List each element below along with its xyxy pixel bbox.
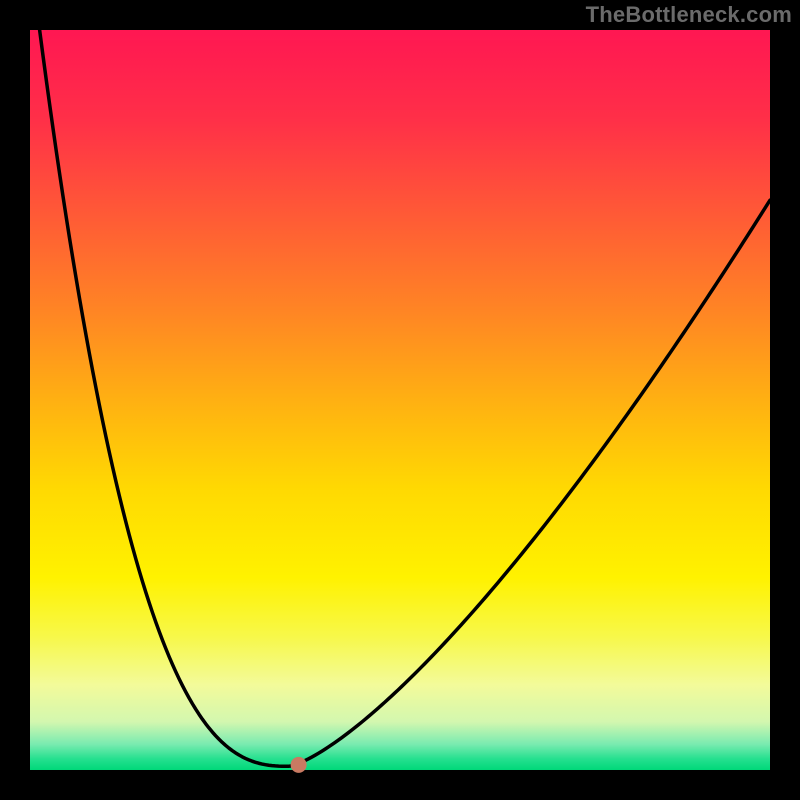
optimal-point-marker	[291, 757, 307, 773]
plot-background	[30, 30, 770, 770]
bottleneck-chart	[0, 0, 800, 800]
chart-container: TheBottleneck.com	[0, 0, 800, 800]
